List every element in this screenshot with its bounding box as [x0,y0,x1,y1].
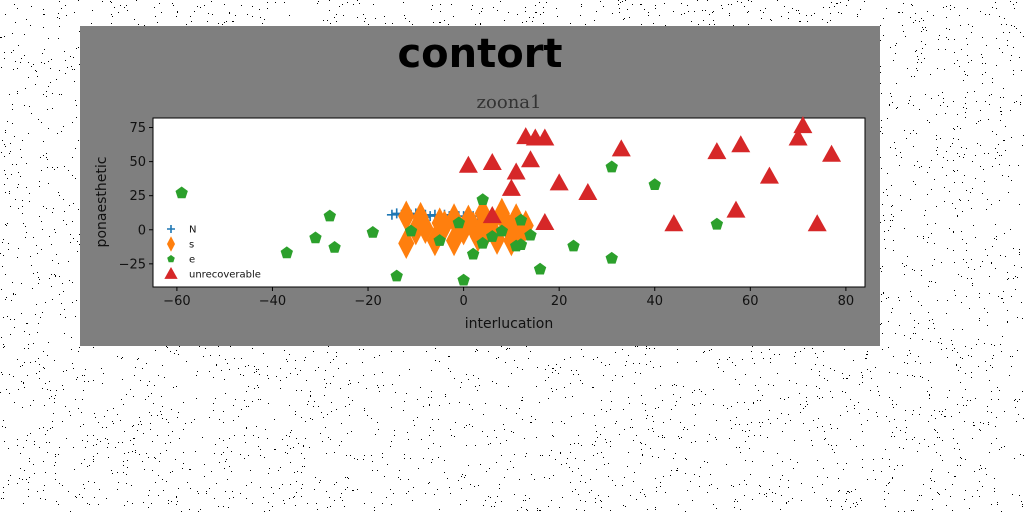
data-point-triangle-marker [482,206,502,224]
data-point-plus-marker [386,209,397,220]
chart-title: zoona1 [477,92,542,113]
x-tick-label: 40 [646,294,663,309]
data-point-triangle-marker [793,116,813,134]
legend-marker-unrecoverable [164,267,178,279]
data-point-triangle-marker [788,128,808,146]
data-point-diamond-marker [398,200,415,232]
data-point-pentagon-marker [514,213,528,226]
data-point-pentagon-marker [605,160,618,173]
data-point-pentagon-marker [457,273,470,286]
data-point-pentagon-marker [524,228,537,241]
x-tick-label: −20 [354,294,381,309]
y-tick-label: 75 [129,121,146,136]
data-points [175,116,842,286]
data-point-pentagon-marker [476,236,489,249]
legend-marker-e [167,255,175,263]
data-point-diamond-marker [445,203,463,235]
legend-label-s: s [189,240,194,251]
data-point-triangle-marker [807,214,827,232]
data-point-pentagon-marker [486,230,499,242]
data-point-pentagon-marker [309,231,322,244]
y-axis-label: ponaesthetic [94,157,110,248]
figure-suptitle: contort [397,31,562,77]
data-point-triangle-marker [726,200,746,218]
data-point-pentagon-marker [280,246,293,259]
data-point-triangle-marker [521,150,541,168]
data-point-triangle-marker [822,144,842,162]
data-point-pentagon-marker [567,239,580,252]
data-point-triangle-marker [549,173,569,191]
data-point-triangle-marker [707,142,727,160]
data-point-triangle-marker [501,178,521,196]
x-tick-label: 20 [551,294,568,309]
figure-panel: contort zoona1 −60 −40 −20 0 20 40 60 80 −25 0 25 5… [80,26,880,346]
data-point-triangle-marker [731,135,751,153]
axis-ticks: −60 −40 −20 0 20 40 60 80 −25 0 25 50 75 [119,121,855,309]
x-tick-label: 60 [742,294,759,309]
data-point-pentagon-marker [366,225,379,238]
data-point-pentagon-marker [452,216,466,229]
data-point-triangle-marker [664,214,684,232]
x-tick-label: 0 [459,294,467,309]
x-tick-label: −60 [163,294,190,309]
plot-area [152,117,866,288]
legend-marker-s [166,236,176,252]
legend-label-unrecoverable: unrecoverable [189,270,261,281]
legend-label-e: e [189,255,195,266]
data-point-diamond-marker [417,212,434,244]
data-point-pentagon-marker [328,240,341,253]
data-point-pentagon-marker [404,224,418,237]
legend-marker-N [167,225,175,233]
data-point-pentagon-marker [175,186,188,199]
series-unrecoverable [458,116,842,232]
data-point-pentagon-marker [605,251,618,264]
x-axis-label: interlucation [465,316,553,332]
data-point-pentagon-marker [533,262,547,275]
scatter-chart: contort zoona1 −60 −40 −20 0 20 40 60 80 −25 0 25 5… [94,31,866,332]
data-point-pentagon-marker [648,178,661,191]
data-point-triangle-marker [506,162,526,180]
data-point-triangle-marker [578,182,598,200]
y-tick-label: −25 [119,257,146,272]
data-point-pentagon-marker [323,209,336,222]
data-point-triangle-marker [535,128,555,146]
data-point-pentagon-marker [466,247,480,260]
data-point-pentagon-marker [390,269,403,282]
data-point-triangle-marker [458,155,478,173]
data-point-triangle-marker [482,152,502,170]
data-point-triangle-marker [759,166,779,184]
x-tick-label: −40 [259,294,286,309]
series-e [175,160,724,286]
data-point-pentagon-marker [710,217,724,230]
y-tick-label: 0 [138,223,146,238]
legend: Nse unrecoverable [164,225,261,281]
data-point-pentagon-marker [495,224,509,237]
x-tick-label: 80 [838,294,855,309]
y-tick-label: 25 [129,189,146,204]
data-point-diamond-marker [445,225,463,257]
data-point-pentagon-marker [433,234,446,246]
data-point-pentagon-marker [514,238,528,251]
legend-label-N: N [189,225,196,236]
data-point-triangle-marker [535,212,555,230]
data-point-triangle-marker [611,139,631,157]
data-point-pentagon-marker [476,193,489,206]
y-tick-label: 50 [129,155,146,170]
